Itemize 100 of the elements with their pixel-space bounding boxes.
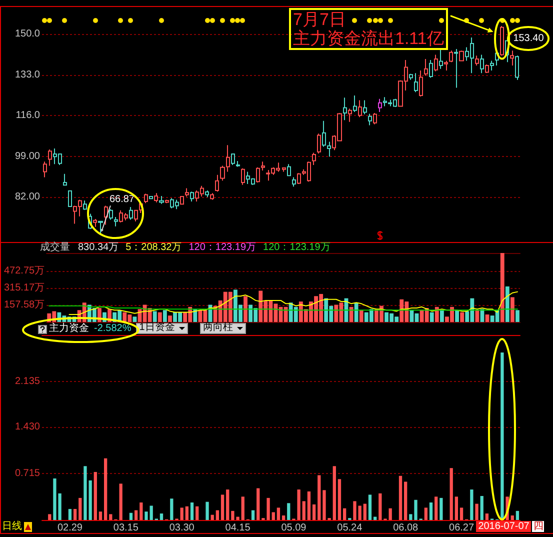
bar [332, 466, 336, 520]
bar [94, 472, 97, 520]
bar [48, 514, 52, 520]
y-tick-label: 472.75万 [4, 266, 45, 277]
bar [430, 312, 434, 322]
bar [510, 515, 514, 520]
bar [342, 508, 346, 520]
bar [162, 310, 167, 322]
annotation: 153.40 [513, 32, 544, 44]
bar [282, 515, 286, 520]
bar [414, 500, 418, 520]
bar [68, 508, 72, 520]
x-tick-label: 02.29 [57, 522, 83, 534]
bar [398, 476, 402, 520]
bar [241, 496, 244, 520]
y-tick-label: 116.0 [16, 110, 40, 122]
bar [134, 510, 138, 520]
bar [429, 502, 433, 520]
x-tick-label: 03.30 [169, 522, 195, 534]
bar [480, 496, 484, 520]
y-tick-label: 133.0 [14, 69, 40, 80]
annotation: 120：123.19万 [263, 242, 330, 253]
bar [109, 514, 112, 520]
bar [455, 310, 460, 322]
bar [307, 491, 311, 520]
annotation: 主力资金流出1.11亿 [293, 29, 444, 48]
bar [216, 510, 220, 520]
bar [454, 496, 458, 520]
bar [318, 475, 321, 520]
candlestick [63, 173, 67, 186]
candlestick [220, 165, 225, 182]
candlestick [43, 161, 47, 178]
bar [460, 312, 464, 322]
annotation: 两向柱 [202, 322, 233, 333]
bar [302, 501, 306, 520]
bar [196, 506, 199, 520]
bar [226, 489, 230, 520]
text: 日线 [2, 521, 22, 532]
bar [287, 503, 290, 520]
x-tick-label: 06.27 [449, 522, 474, 534]
line-series [68, 291, 518, 315]
bar [363, 504, 366, 520]
annotation: 7月7日 [293, 10, 346, 29]
bar [440, 310, 444, 322]
bar [244, 296, 248, 322]
y-tick-label: 0.715 [14, 468, 40, 480]
bar [158, 312, 162, 322]
y-tick-label: 1.430 [14, 422, 40, 433]
bar [440, 498, 443, 520]
annotation: 1日资金 [139, 322, 175, 333]
chart-title: 主力资金 [49, 323, 89, 334]
y-tick-label: 2.135 [14, 376, 40, 387]
bar [505, 286, 510, 322]
y-tick-label: 150.0 [14, 28, 40, 40]
bar [160, 514, 164, 520]
bar [470, 489, 474, 520]
bar [152, 311, 157, 322]
bar [180, 508, 184, 520]
chart-title: 成交量 [40, 242, 70, 253]
x-tick-label: 05.09 [281, 522, 307, 534]
bar [190, 502, 194, 520]
dropdown: 1日资金 [136, 323, 188, 334]
text: 2016-07-07 [476, 521, 532, 532]
bar [500, 253, 504, 322]
bar [424, 508, 428, 520]
candlestick [215, 174, 219, 192]
bar [276, 508, 280, 520]
bar [475, 310, 480, 322]
bar [388, 508, 392, 520]
bar [140, 502, 143, 520]
x-tick-label: 04.15 [225, 522, 251, 534]
bar [368, 494, 372, 520]
text: -2.582% [94, 323, 132, 334]
dropdown: 两向柱 [200, 323, 246, 334]
bar [404, 482, 408, 520]
bar [210, 514, 214, 520]
bar [144, 512, 148, 520]
candlestick [236, 160, 240, 168]
bar [78, 498, 82, 520]
annotation: 830.34万 [78, 242, 119, 253]
y-tick-label: 82.00 [14, 192, 40, 203]
annotation: 66.87 [109, 194, 134, 206]
bar [185, 506, 188, 520]
bar [98, 512, 102, 520]
bar [485, 514, 489, 520]
x-tick-label: 03.15 [113, 522, 139, 534]
bar [73, 508, 77, 520]
bar [516, 310, 520, 322]
bar [409, 514, 412, 520]
bar [354, 302, 358, 322]
bar [150, 506, 153, 520]
bar [378, 493, 382, 520]
bar [220, 494, 224, 520]
bar [312, 504, 316, 520]
bar [450, 468, 453, 520]
bar [338, 479, 342, 520]
y-tick-label: 157.58万 [4, 300, 45, 311]
bar [272, 512, 275, 520]
bar [170, 498, 174, 520]
bar [206, 502, 209, 520]
